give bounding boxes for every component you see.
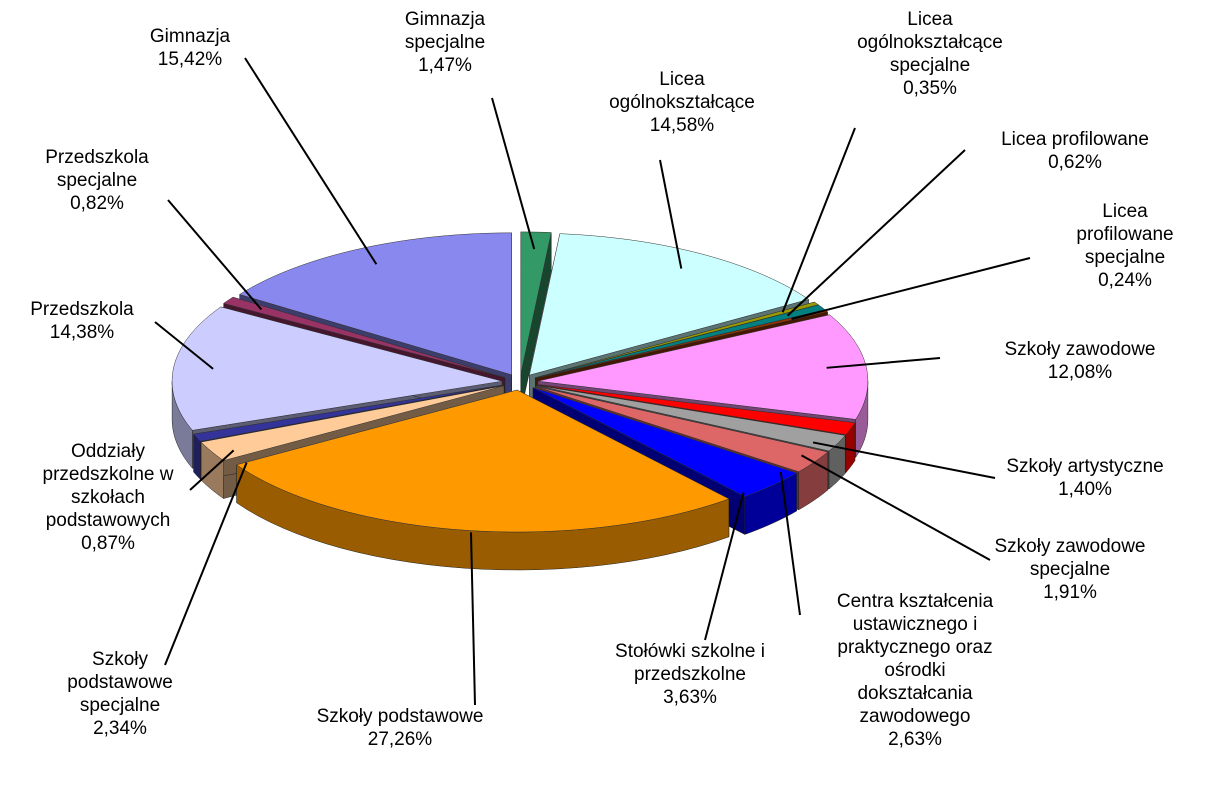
leader-line [812,441,996,479]
slice-label: Oddziały przedszkolne w szkołach podstaw… [33,440,183,555]
category-label: Szkoły zawodowe [1004,339,1156,360]
slice [529,233,810,376]
leader-line [659,159,683,269]
leader-line [826,357,941,369]
value-label: 27,26% [367,729,433,750]
slice [171,306,503,431]
value-label: 0,82% [70,193,124,214]
slice-tops [171,231,869,533]
slice-label: Szkoły artystyczne 1,40% [980,455,1190,501]
value-label: 12,08% [1047,362,1113,383]
category-label: Licea profilowane specjalne [1076,201,1174,268]
value-label: 0,62% [1048,152,1102,173]
category-label: Centra kształcenia ustawicznego i prakty… [836,591,994,727]
leader-line [786,149,966,317]
leader-line [154,321,214,370]
slice-side [193,433,201,480]
slice [193,384,504,442]
slice [520,231,552,374]
category-label: Gimnazja [149,26,231,47]
slice-label: Gimnazja specjalne 1,47% [385,8,505,77]
value-label: 1,91% [1043,582,1097,603]
slice [535,301,819,378]
value-label: 15,42% [157,49,223,70]
leader-line [704,492,745,641]
slice-label: Przedszkola specjalne 0,82% [22,146,172,215]
leader-line [189,449,235,491]
category-label: Szkoły podstawowe [316,706,484,727]
slice-label: Stołówki szkolne i przedszkolne 3,63% [590,640,790,709]
value-label: 14,38% [49,322,115,343]
category-label: Oddziały przedszkolne w szkołach podstaw… [42,441,174,531]
value-label: 0,24% [1098,270,1152,291]
slice-label: Licea ogólnokształcące 14,58% [595,68,770,137]
slice-label: Licea profilowane 0,62% [960,128,1190,174]
leader-line [244,57,378,265]
category-label: Licea profilowane [1001,129,1149,150]
slice-label: Centra kształcenia ustawicznego i prakty… [825,590,1005,751]
leader-line [781,127,856,313]
slice [236,389,730,533]
category-label: Stołówki szkolne i przedszkolne [615,641,765,685]
slice-label: Szkoły podstawowe 27,26% [280,705,520,751]
category-label: Szkoły podstawowe specjalne [67,649,173,716]
category-label: Licea ogólnokształcące [609,69,755,113]
value-label: 0,87% [81,533,135,554]
slice-label: Licea profilowane specjalne 0,24% [1068,200,1183,292]
value-label: 2,34% [93,718,147,739]
leader-line [779,471,801,616]
category-label: Przedszkola specjalne [45,147,149,191]
value-label: 1,47% [418,55,472,76]
category-label: Szkoły artystyczne [1006,456,1164,477]
slice-label: Gimnazja 15,42% [115,25,265,71]
leaders [154,57,1031,706]
slice-label: Licea ogólnokształcące specjalne 0,35% [843,8,1018,100]
slice [537,314,869,420]
leader-line [791,257,1031,320]
leader-line [801,454,991,561]
slice-label: Szkoły zawodowe specjalne 1,91% [980,535,1160,604]
slice-label: Szkoły podstawowe specjalne 2,34% [65,648,175,740]
leader-line [164,462,248,666]
category-label: Licea ogólnokształcące specjalne [857,9,1003,76]
category-label: Gimnazja specjalne [404,9,486,53]
leader-line [469,532,476,706]
value-label: 0,35% [903,78,957,99]
value-label: 3,63% [663,687,717,708]
value-label: 2,63% [888,729,942,750]
leader-line [167,199,263,311]
slice [536,385,846,452]
slice [537,384,856,435]
slice [223,296,505,378]
leader-line [491,97,536,250]
slice-label: Przedszkola 14,38% [7,298,157,344]
category-label: Szkoły zawodowe specjalne [994,536,1146,580]
slice [239,232,512,376]
slice-label: Szkoły zawodowe 12,08% [975,338,1185,384]
value-label: 14,58% [649,115,715,136]
category-label: Przedszkola [30,299,134,320]
value-label: 1,40% [1058,479,1112,500]
slice [532,387,798,497]
